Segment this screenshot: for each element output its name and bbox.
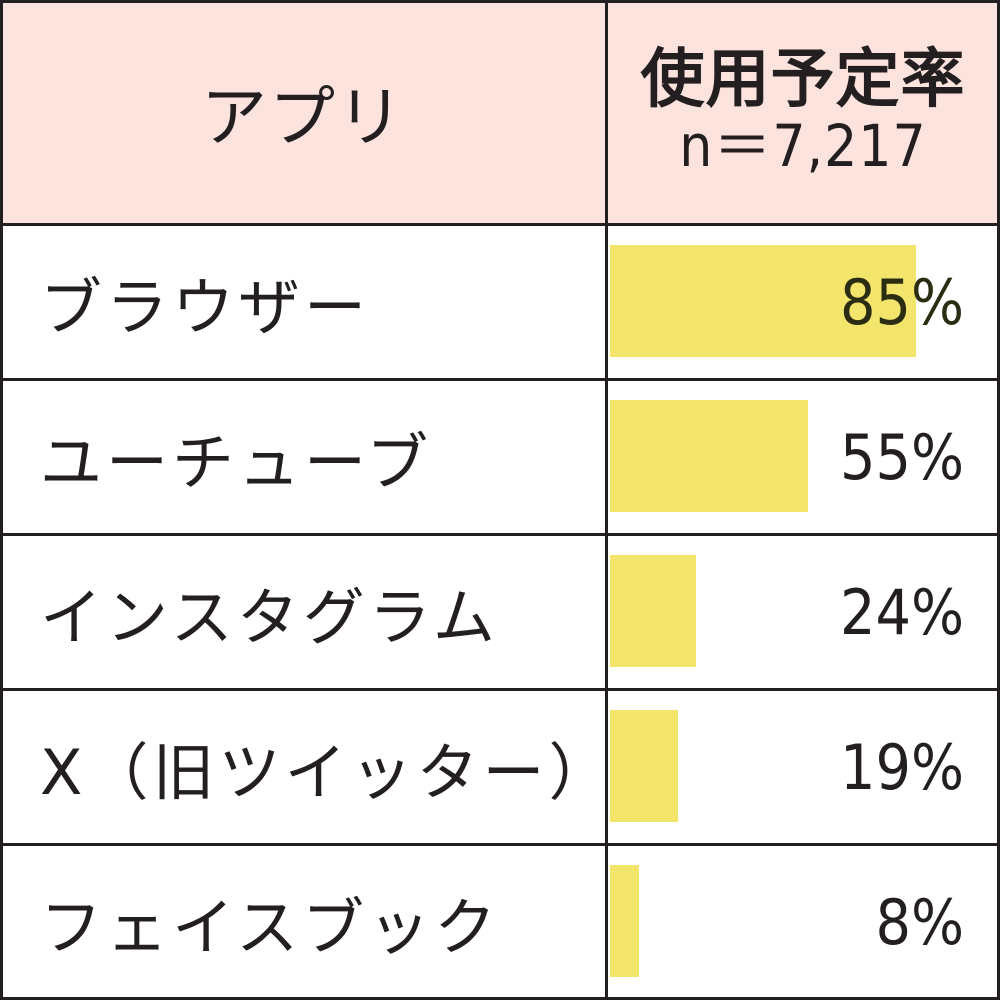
value-label: 55%: [840, 420, 964, 494]
row-divider-2: [0, 533, 1000, 536]
row-label: ブラウザー: [40, 271, 371, 344]
bar: [610, 710, 678, 822]
value-label: 8%: [875, 885, 965, 959]
row-label: ユーチューブ: [40, 426, 433, 499]
sample-size-label: n＝7,217: [679, 112, 927, 181]
rate-label: 使用予定率: [640, 43, 966, 118]
border-right: [997, 0, 1000, 1000]
row-label: X（旧ツイッター）: [40, 736, 615, 809]
column-header-rate: 使用予定率 n＝7,217: [606, 0, 1000, 224]
value-label: 19%: [840, 730, 964, 804]
row-divider-4: [0, 843, 1000, 846]
row-divider-1: [0, 378, 1000, 381]
bar: [610, 245, 916, 357]
bar: [610, 400, 808, 512]
value-label: 85%: [840, 265, 964, 339]
bar: [610, 555, 696, 667]
header-bg-rate: [606, 0, 1000, 224]
row-divider-3: [0, 688, 1000, 691]
bar: [610, 865, 639, 977]
row-label: フェイスブック: [40, 891, 501, 964]
border-top: [0, 0, 1000, 3]
row-label: インスタグラム: [40, 581, 499, 654]
border-bottom: [0, 997, 1000, 1000]
header-divider: [0, 223, 1000, 226]
header-bg-app: [0, 0, 606, 224]
column-divider: [605, 0, 608, 1000]
border-left: [0, 0, 3, 1000]
value-label: 24%: [840, 575, 964, 649]
column-header-app: アプリ: [201, 79, 405, 156]
